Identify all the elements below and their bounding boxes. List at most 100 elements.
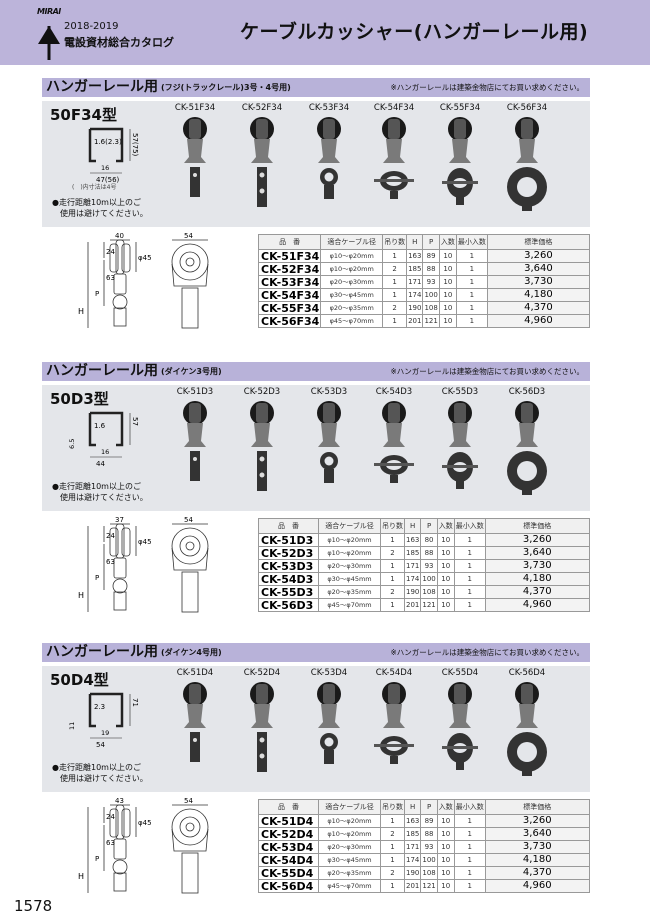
table-cell: 1	[453, 840, 486, 854]
dim-p-label: P	[95, 290, 99, 298]
product-label: CK-52F34	[241, 103, 283, 113]
table-cell: 108	[422, 301, 440, 315]
product-photo: CK-55D4	[435, 668, 485, 780]
table-cell: 10	[436, 840, 455, 854]
product-photo: CK-53F34	[304, 103, 354, 215]
product-label: CK-54D4	[375, 668, 413, 678]
table-cell: 185	[403, 546, 422, 560]
table-cell: 93	[420, 840, 438, 854]
table-cell: 10	[436, 866, 455, 880]
section-header: ハンガーレール用 (ダイケン4号用) ※ハンガーレールは建築金物店にてお買い求め…	[42, 643, 590, 662]
table-cell: 10	[438, 249, 457, 263]
table-cell: 10	[438, 301, 457, 315]
table-row: CK-51D4 φ10～φ20mm 1 163 89 10 1 3,260	[258, 814, 590, 828]
cable-hanger-image	[507, 682, 547, 776]
table-cell: 1	[380, 814, 405, 828]
table-cell: 100	[422, 288, 440, 302]
table-cell: 190	[403, 585, 422, 599]
warning-line: 使用は避けてください。	[52, 209, 148, 218]
table-cell: 121	[420, 598, 438, 612]
cable-hanger-image	[374, 401, 414, 483]
table-cell: 171	[403, 840, 422, 854]
table-cell: 1	[380, 879, 405, 893]
rail-thickness: 1.6	[94, 422, 106, 430]
table-cell: 1	[453, 598, 486, 612]
warning-line: ●走行距離10m以上のご	[52, 763, 141, 772]
rail-thickness: 1.6(2.3)	[94, 138, 122, 146]
column-header: 適合ケーブル径	[318, 518, 381, 534]
section-subtitle: (ダイケン4号用)	[161, 647, 222, 657]
dim-h-label: H	[78, 591, 84, 600]
table-row: CK-55D4 φ20～φ35mm 2 190 108 10 1 4,370	[258, 866, 590, 880]
warning-line: 使用は避けてください。	[52, 774, 148, 783]
column-header: 入数	[436, 518, 455, 534]
dim-p-value: 63	[106, 558, 115, 566]
cable-hanger-image	[442, 117, 478, 205]
table-cell: 10	[436, 546, 455, 560]
product-photo: CK-55D3	[435, 387, 485, 499]
table-cell: 185	[403, 827, 422, 841]
purchase-note: ※ハンガーレールは建築金物店にてお買い求めください。	[390, 366, 584, 376]
product-photo: CK-56D4	[502, 668, 552, 780]
table-cell: 1	[453, 827, 486, 841]
table-row: CK-51F34 φ10～φ20mm 1 163 89 10 1 3,260	[257, 249, 591, 263]
usage-warning: ●走行距離10m以上のご 使用は避けてください。	[52, 481, 148, 503]
dim-width: 40	[115, 232, 124, 240]
rail-width: 54	[96, 741, 105, 748]
cable-hanger-image	[183, 401, 207, 481]
dim-p-value: 63	[106, 274, 115, 282]
table-cell: CK-52D3	[258, 546, 319, 560]
dim-wheel: φ45	[138, 538, 152, 546]
dimension-drawing: 43 54 24 63 P H φ45	[78, 797, 209, 894]
table-cell: 4,180	[486, 288, 591, 302]
product-label: CK-55D3	[441, 387, 479, 397]
table-cell: 4,960	[486, 314, 591, 328]
column-header: 最小入数	[453, 799, 486, 815]
table-cell: 10	[436, 827, 455, 841]
table-cell: 121	[422, 314, 440, 328]
table-cell: φ30～φ45mm	[318, 853, 381, 867]
usage-warning: ●走行距離10m以上のご 使用は避けてください。	[52, 197, 148, 219]
table-cell: 1	[380, 533, 405, 547]
table-cell: 100	[420, 572, 438, 586]
table-cell: 10	[438, 314, 457, 328]
page-number: 1578	[14, 897, 53, 915]
table-cell: 4,960	[484, 879, 590, 893]
dim-width: 43	[115, 797, 124, 805]
product-photo: CK-51F34	[170, 103, 220, 215]
product-label: CK-56D3	[508, 387, 546, 397]
table-cell: 1	[455, 314, 488, 328]
table-cell: 174	[406, 288, 424, 302]
table-cell: 10	[436, 853, 455, 867]
table-row: CK-55D3 φ20～φ35mm 2 190 108 10 1 4,370	[258, 585, 590, 599]
section-title: ハンガーレール用	[46, 644, 158, 660]
cable-hanger-image	[317, 401, 341, 483]
catalog-name: 電設資材総合カタログ	[64, 36, 174, 49]
rail-gap: 16	[101, 164, 109, 172]
column-header: 標準価格	[484, 799, 590, 815]
column-header: 最小入数	[455, 234, 488, 250]
table-cell: CK-53D4	[258, 840, 319, 854]
spec-table: 品 番適合ケーブル径 吊り数 H P 入数 最小入数 標準価格 CK-51D4 φ10～φ20m…	[258, 799, 590, 893]
table-cell: CK-51D3	[258, 533, 319, 547]
product-label: CK-51D4	[176, 668, 214, 678]
table-cell: 3,730	[484, 559, 590, 573]
table-row: CK-56D4 φ45～φ70mm 1 201 121 10 1 4,960	[258, 879, 590, 893]
table-cell: 174	[403, 853, 422, 867]
column-header: 入数	[436, 799, 455, 815]
table-cell: φ10～φ20mm	[320, 262, 384, 276]
product-photo: CK-51D3	[170, 387, 220, 499]
table-cell: 1	[455, 249, 488, 263]
brand-logo-text: MIRAI	[37, 7, 61, 16]
catalog-year: 2018-2019	[64, 21, 119, 32]
table-cell: 10	[436, 879, 455, 893]
spec-table: 品 番適合ケーブル径 吊り数 H P 入数 最小入数 標準価格 CK-51F34 φ10～φ20…	[257, 234, 591, 328]
cable-hanger-image	[183, 682, 207, 762]
table-cell: φ30～φ45mm	[318, 572, 381, 586]
table-cell: φ10～φ20mm	[318, 533, 381, 547]
table-cell: 201	[403, 879, 422, 893]
rail-width: 47(56)	[96, 176, 120, 183]
table-cell: CK-55D4	[258, 866, 319, 880]
rail-profile-diagram: 2.3 71 19 54 11	[68, 692, 139, 748]
dimension-drawing: 40 54 24 63 P H φ45	[78, 232, 209, 329]
